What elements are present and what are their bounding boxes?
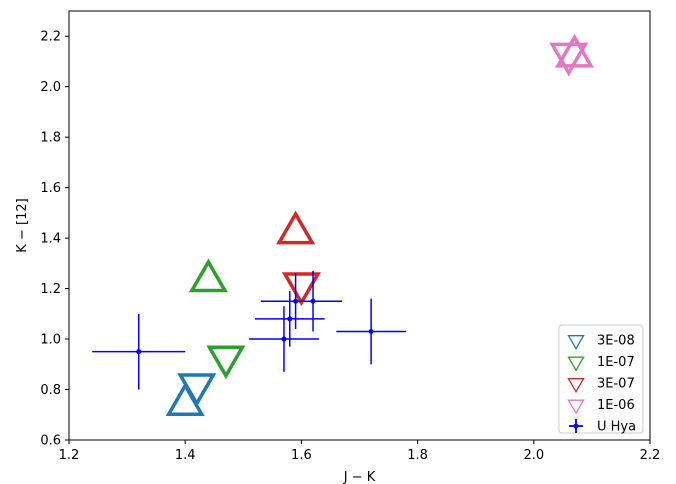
legend-label: 3E-07 <box>597 377 635 392</box>
y-tick-label: 0.8 <box>40 383 61 398</box>
triangle-marker-down <box>281 272 321 307</box>
legend-point-icon <box>573 423 579 429</box>
legend-item: 1E-06 <box>567 398 635 415</box>
legend-label: 1E-07 <box>597 355 635 370</box>
legend-triangle-icon <box>567 356 585 372</box>
data-point <box>310 298 316 304</box>
x-axis-ticks: 1.2 1.4 1.6 1.8 2.0 2.2 <box>59 440 661 463</box>
legend-triangle-icon <box>567 335 585 351</box>
series-3e-08 <box>165 373 217 416</box>
errorbar-point <box>92 313 186 390</box>
y-tick-label: 0.6 <box>40 434 61 449</box>
data-marks <box>92 33 595 416</box>
legend-label: 1E-06 <box>597 398 635 413</box>
y-tick-label: 2.0 <box>40 80 61 95</box>
legend-triangle-icon <box>567 399 585 415</box>
y-tick-label: 2.2 <box>40 30 61 45</box>
triangle-marker-up <box>276 210 316 245</box>
legend-label: U Hya <box>597 420 636 435</box>
x-tick-label: 1.4 <box>175 448 196 463</box>
legend-item: 1E-07 <box>567 355 635 372</box>
y-axis-ticks: 0.6 0.8 1.0 1.2 1.4 1.6 1.8 2.0 2.2 <box>40 30 69 449</box>
x-tick-label: 2.0 <box>523 448 544 463</box>
data-point <box>368 328 374 334</box>
triangle-marker-up <box>165 382 205 416</box>
x-tick-label: 2.2 <box>640 448 661 463</box>
errorbar-point <box>283 270 343 332</box>
plot-area <box>69 11 650 440</box>
y-tick-label: 1.6 <box>40 181 61 196</box>
legend-label: 3E-08 <box>597 334 635 349</box>
legend-triangle-icon <box>567 378 585 394</box>
series-u-hya <box>92 270 406 390</box>
series-3e-07 <box>276 210 321 307</box>
series-1e-06 <box>549 33 595 77</box>
x-tick-label: 1.2 <box>59 448 80 463</box>
triangle-marker-up <box>188 258 228 293</box>
errorbar-point <box>336 298 406 365</box>
legend-item: 3E-07 <box>567 377 635 394</box>
legend-item: U Hya <box>569 419 636 435</box>
series-1e-07 <box>188 258 246 380</box>
triangle-marker-up <box>554 33 595 68</box>
y-tick-label: 1.4 <box>40 232 61 247</box>
y-tick-label: 1.0 <box>40 333 61 348</box>
triangle-marker-down <box>206 345 246 380</box>
x-tick-label: 1.8 <box>407 448 428 463</box>
data-point <box>136 349 142 355</box>
y-tick-label: 1.2 <box>40 282 61 297</box>
legend: 3E-08 1E-07 3E-07 1E-06 U Hya <box>558 324 644 435</box>
data-point <box>281 336 287 342</box>
plot-frame <box>68 10 651 441</box>
x-axis-label: J − K <box>343 470 376 484</box>
errorbar-point <box>249 306 319 372</box>
data-point <box>287 316 293 322</box>
x-tick-label: 1.6 <box>291 448 312 463</box>
y-tick-label: 1.8 <box>40 131 61 146</box>
legend-item: 3E-08 <box>567 334 635 351</box>
y-axis-label: K − [12] <box>15 198 30 252</box>
